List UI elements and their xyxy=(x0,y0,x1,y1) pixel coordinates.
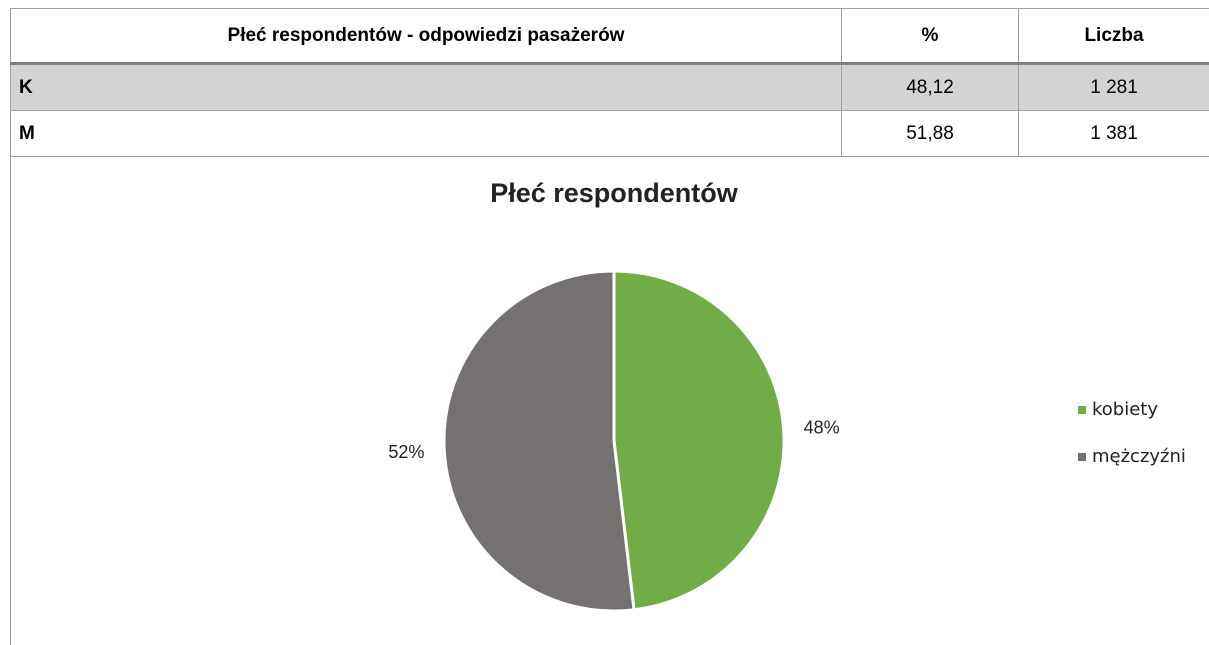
data-label: 52% xyxy=(388,442,424,462)
chart-border xyxy=(10,155,11,645)
legend-label: kobiety xyxy=(1092,399,1158,420)
header-cell: % xyxy=(841,8,1019,65)
header-row: Płeć respondentów - odpowiedzi pasażerów… xyxy=(10,8,1209,65)
cell: 1 381 xyxy=(1018,110,1209,157)
cell: K xyxy=(10,63,842,111)
legend-swatch xyxy=(1078,406,1086,414)
cell: 1 281 xyxy=(1018,63,1209,111)
table-row: M 51,88 1 381 xyxy=(10,110,1209,157)
table-row: K 48,12 1 281 xyxy=(10,63,1209,111)
legend-swatch xyxy=(1078,453,1086,461)
chart-title: Płeć respondentów xyxy=(490,178,739,208)
cell: 51,88 xyxy=(841,110,1019,157)
header-cell: Płeć respondentów - odpowiedzi pasażerów xyxy=(10,8,842,65)
header-cell: Liczba xyxy=(1018,8,1209,65)
chart: Płeć respondentów 48% 52% kobiety mężczyźni xyxy=(388,178,1186,613)
pie-slice xyxy=(442,269,636,613)
cell: M xyxy=(10,110,842,157)
data-table: Płeć respondentów - odpowiedzi pasażerów… xyxy=(10,8,1209,157)
data-label: 48% xyxy=(804,417,840,437)
pie-slice xyxy=(612,269,786,612)
legend-label: mężczyźni xyxy=(1092,446,1186,467)
cell: 48,12 xyxy=(841,63,1019,111)
